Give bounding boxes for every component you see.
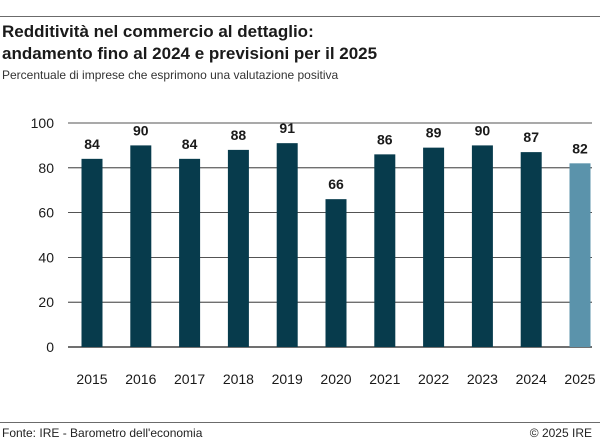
- bar: [423, 147, 445, 347]
- y-tick-label: 0: [46, 339, 54, 355]
- bar: [325, 199, 347, 347]
- data-label: 84: [84, 136, 100, 152]
- data-label: 66: [328, 176, 344, 192]
- x-tick-label: 2019: [272, 371, 303, 387]
- chart-subtitle: Percentuale di imprese che esprimono una…: [2, 68, 339, 82]
- bar: [81, 158, 103, 347]
- bottom-rule: [0, 422, 600, 423]
- data-label: 89: [426, 125, 442, 141]
- bar-chart: 0 20 40 60 80 100 84 90 84 88 91 66 86 89 90 87 82 2015…: [31, 115, 596, 387]
- data-label: 87: [523, 129, 539, 145]
- data-label: 90: [475, 122, 491, 138]
- x-tick-label: 2017: [174, 371, 205, 387]
- y-tick-label: 60: [38, 205, 54, 221]
- bar: [130, 145, 152, 347]
- bar: [471, 145, 493, 347]
- bar: [227, 149, 249, 347]
- x-tick-label: 2022: [418, 371, 449, 387]
- y-tick-label: 80: [38, 160, 54, 176]
- x-tick-label: 2015: [76, 371, 107, 387]
- data-label: 84: [182, 136, 198, 152]
- data-label: 82: [572, 140, 588, 156]
- x-tick-label: 2024: [516, 371, 547, 387]
- top-rule: [0, 16, 600, 17]
- y-tick-label: 40: [38, 249, 54, 265]
- y-tick-labels: 0 20 40 60 80 100: [31, 115, 55, 355]
- x-tick-label: 2025: [564, 371, 595, 387]
- bar: [276, 143, 298, 347]
- y-tick-label: 20: [38, 294, 54, 310]
- x-tick-label: 2020: [320, 371, 351, 387]
- chart-title-line2: andamento fino al 2024 e previsioni per …: [2, 44, 378, 63]
- data-label: 90: [133, 122, 149, 138]
- x-tick-label: 2018: [223, 371, 254, 387]
- data-label: 91: [279, 120, 295, 136]
- x-tick-labels: 2015 2016 2017 2018 2019 2020 2021 2022 2023 2024…: [76, 371, 595, 387]
- data-label: 88: [231, 127, 247, 143]
- chart-title: Redditività nel commercio al dettaglio: …: [2, 21, 592, 65]
- x-tick-label: 2023: [467, 371, 498, 387]
- copyright-note: © 2025 IRE: [529, 426, 592, 440]
- x-tick-label: 2021: [369, 371, 400, 387]
- bar: [179, 158, 201, 347]
- source-note: Fonte: IRE - Barometro dell'economia: [2, 426, 203, 440]
- forecast-bar: [569, 163, 591, 347]
- bar: [374, 154, 396, 347]
- chart-title-line1: Redditività nel commercio al dettaglio:: [2, 22, 314, 41]
- y-tick-label: 100: [31, 115, 55, 131]
- x-tick-label: 2016: [125, 371, 156, 387]
- bars: [81, 143, 591, 347]
- data-label: 86: [377, 131, 393, 147]
- bar: [520, 152, 542, 347]
- data-labels: 84 90 84 88 91 66 86 89 90 87 82: [84, 120, 588, 192]
